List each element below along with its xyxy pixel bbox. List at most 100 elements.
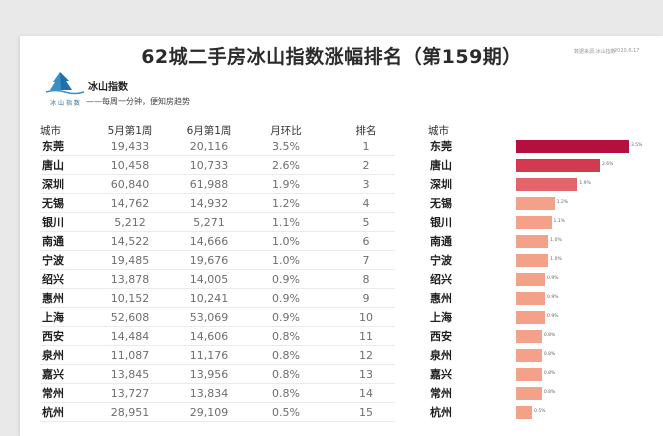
row-rank: 9 [362, 292, 370, 305]
row-mom: 0.5% [272, 406, 300, 419]
table-row: 深圳 60,840 61,988 1.9% 3 深圳 1.9% [0, 175, 663, 194]
table-row: 无锡 14,762 14,932 1.2% 4 无锡 1.2% [0, 194, 663, 213]
chart-category-label: 惠州 [430, 292, 452, 305]
source-note: 数据来源:冰山指数 [574, 49, 616, 55]
brand-name: 冰山指数 [88, 82, 128, 93]
header-chart-city: 城市 [428, 125, 449, 137]
bar-value-label: 0.9% [547, 295, 559, 300]
row-mom: 0.9% [272, 273, 300, 286]
chart-category-label: 宁波 [430, 254, 452, 267]
table-row: 东莞 19,433 20,116 3.5% 1 东莞 3.5% [0, 137, 663, 156]
chart-category-label: 常州 [430, 387, 452, 400]
row-june-value: 11,176 [189, 349, 229, 362]
row-may-value: 13,845 [110, 368, 150, 381]
row-mom: 1.2% [272, 197, 300, 210]
bar-mark [516, 140, 629, 153]
row-city: 上海 [42, 311, 64, 324]
brand-slogan: ——每周一分钟，便知房趋势 [86, 97, 190, 106]
row-may-value: 13,878 [110, 273, 150, 286]
row-city: 东莞 [42, 140, 64, 153]
row-may-value: 11,087 [110, 349, 150, 362]
bar-value-label: 2.6% [601, 162, 614, 167]
chart-category-label: 嘉兴 [430, 368, 452, 381]
row-june-value: 10,733 [189, 159, 229, 172]
row-may-value: 60,840 [110, 178, 150, 191]
row-may-value: 10,458 [110, 159, 150, 172]
table-row: 银川 5,212 5,271 1.1% 5 银川 1.1% [0, 213, 663, 232]
row-rank: 14 [359, 387, 373, 400]
row-may-value: 5,212 [114, 216, 146, 229]
date-note: 2020.6.17 [614, 48, 640, 54]
bar-value-label: 1.1% [553, 219, 565, 224]
row-rank: 10 [359, 311, 373, 324]
row-may-value: 13,727 [110, 387, 150, 400]
row-city: 宁波 [42, 254, 64, 267]
bar-value-label: 0.9% [547, 276, 559, 281]
bar-mark [516, 216, 552, 229]
row-rank: 8 [362, 273, 370, 286]
row-may-value: 28,951 [110, 406, 150, 419]
row-june-value: 14,606 [189, 330, 229, 343]
chart-category-label: 东莞 [430, 140, 452, 153]
row-rank: 2 [362, 159, 370, 172]
row-june-value: 13,956 [189, 368, 229, 381]
row-may-value: 10,152 [110, 292, 150, 305]
row-mom: 2.6% [272, 159, 300, 172]
bar-value-label: 1.0% [550, 238, 562, 243]
row-city: 惠州 [42, 292, 64, 305]
header-may-week1: 5月第1周 [107, 125, 153, 137]
bar-value-label: 0.8% [543, 371, 556, 376]
row-mom: 0.9% [272, 311, 300, 324]
row-mom: 0.9% [272, 292, 300, 305]
chart-category-label: 南通 [430, 235, 452, 248]
row-rank: 6 [362, 235, 370, 248]
iceberg-logo-icon: 冰 山 指 数 [45, 72, 85, 107]
table-row: 宁波 19,485 19,676 1.0% 7 宁波 1.0% [0, 251, 663, 270]
bar-value-label: 1.2% [556, 200, 569, 205]
chart-category-label: 杭州 [430, 406, 452, 419]
row-rank: 15 [359, 406, 373, 419]
bar-mark [516, 349, 542, 362]
chart-category-label: 无锡 [430, 197, 452, 210]
bar-mark [516, 178, 578, 191]
row-may-value: 19,485 [110, 254, 150, 267]
bar-mark [516, 159, 600, 172]
row-rank: 4 [362, 197, 370, 210]
row-june-value: 29,109 [189, 406, 229, 419]
table-row: 绍兴 13,878 14,005 0.9% 8 绍兴 0.9% [0, 270, 663, 289]
row-rank: 12 [359, 349, 373, 362]
table-row: 常州 13,727 13,834 0.8% 14 常州 0.8% [0, 384, 663, 403]
bar-mark [516, 368, 542, 381]
row-june-value: 14,932 [189, 197, 229, 210]
chart-category-label: 深圳 [430, 178, 452, 191]
chart-category-label: 银川 [430, 216, 452, 229]
row-city: 嘉兴 [42, 368, 64, 381]
row-june-value: 53,069 [189, 311, 229, 324]
table-row: 杭州 28,951 29,109 0.5% 15 杭州 0.5% [0, 403, 663, 422]
row-rank: 3 [362, 178, 370, 191]
row-may-value: 52,608 [110, 311, 150, 324]
row-june-value: 14,005 [189, 273, 229, 286]
row-city: 杭州 [42, 406, 64, 419]
row-june-value: 19,676 [189, 254, 229, 267]
bar-mark [516, 254, 549, 267]
row-mom: 0.8% [272, 330, 300, 343]
row-june-value: 14,666 [189, 235, 229, 248]
row-may-value: 14,484 [110, 330, 150, 343]
row-may-value: 19,433 [110, 140, 150, 153]
row-mom: 0.8% [272, 349, 300, 362]
header-june-week1: 6月第1周 [186, 125, 232, 137]
row-rank: 1 [362, 140, 370, 153]
table-row: 上海 52,608 53,069 0.9% 10 上海 0.9% [0, 308, 663, 327]
chart-category-label: 上海 [430, 311, 452, 324]
header-rank: 排名 [355, 125, 377, 137]
table-row: 泉州 11,087 11,176 0.8% 12 泉州 0.8% [0, 346, 663, 365]
row-city: 西安 [42, 330, 64, 343]
row-june-value: 20,116 [189, 140, 229, 153]
bar-value-label: 0.8% [543, 390, 556, 395]
row-rank: 5 [362, 216, 370, 229]
table-row: 惠州 10,152 10,241 0.9% 9 惠州 0.9% [0, 289, 663, 308]
svg-text:冰 山 指 数: 冰 山 指 数 [50, 99, 80, 107]
chart-category-label: 西安 [430, 330, 452, 343]
row-mom: 1.9% [272, 178, 300, 191]
